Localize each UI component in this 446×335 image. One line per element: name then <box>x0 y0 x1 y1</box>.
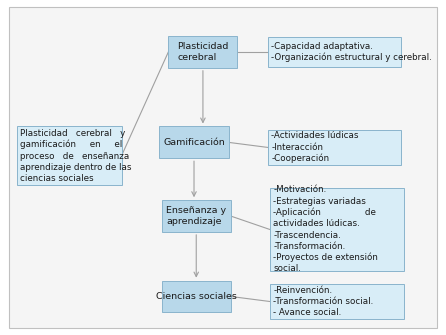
Text: Gamificación: Gamificación <box>163 138 225 147</box>
Text: Plasticidad   cerebral   y
gamificación     en     el
proceso   de   enseñanza
a: Plasticidad cerebral y gamificación en e… <box>21 129 132 183</box>
Text: -Motivación.
-Estrategias variadas
-Aplicación                de
actividades lúd: -Motivación. -Estrategias variadas -Apli… <box>273 186 378 273</box>
FancyBboxPatch shape <box>270 284 404 319</box>
Text: -Reinvención.
-Transformación social.
- Avance social.: -Reinvención. -Transformación social. - … <box>273 286 374 317</box>
Text: Plasticidad
cerebral: Plasticidad cerebral <box>177 42 229 62</box>
FancyBboxPatch shape <box>268 130 401 165</box>
Text: -Actividades lúdicas
-Interacción
-Cooperación: -Actividades lúdicas -Interacción -Coope… <box>271 131 359 163</box>
FancyBboxPatch shape <box>17 126 121 185</box>
FancyBboxPatch shape <box>161 200 231 232</box>
Text: Enseñanza y
aprendizaje: Enseñanza y aprendizaje <box>166 206 226 226</box>
FancyBboxPatch shape <box>9 7 437 328</box>
Text: Ciencias sociales: Ciencias sociales <box>156 292 237 301</box>
FancyBboxPatch shape <box>160 127 228 158</box>
FancyBboxPatch shape <box>270 188 404 271</box>
FancyBboxPatch shape <box>268 37 401 67</box>
FancyBboxPatch shape <box>161 281 231 312</box>
Text: -Capacidad adaptativa.
-Organización estructural y cerebral.: -Capacidad adaptativa. -Organización est… <box>271 42 432 62</box>
FancyBboxPatch shape <box>169 36 237 68</box>
